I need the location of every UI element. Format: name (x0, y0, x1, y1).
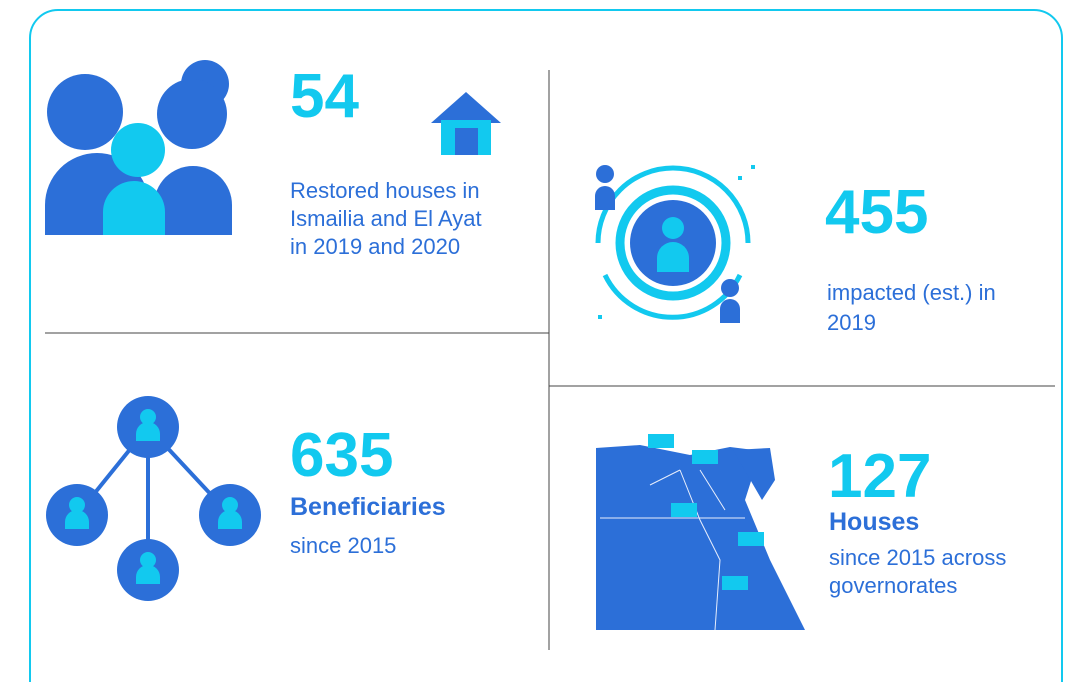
house-icon (431, 92, 501, 155)
stat-number: 455 (825, 178, 928, 247)
map-icon (596, 434, 805, 631)
stat-text: Ismailia and El Ayat (290, 206, 482, 231)
stat-text: Restored houses in (290, 178, 480, 203)
family-icon (45, 60, 232, 235)
stat-number: 127 (828, 442, 931, 511)
stat-text: in 2019 and 2020 (290, 234, 460, 259)
stat-text: impacted (est.) in (827, 280, 996, 305)
stat-text: since 2015 across (829, 545, 1006, 570)
stat-text: 2019 (827, 310, 876, 335)
stat-number: 635 (290, 421, 393, 490)
frame (29, 9, 1063, 682)
stat-label: Beneficiaries (290, 493, 446, 521)
network-icon (46, 396, 261, 601)
stat-text: since 2015 (290, 533, 396, 558)
stat-number: 54 (290, 62, 359, 131)
stat-text: governorates (829, 573, 957, 598)
audience-icon (595, 165, 755, 323)
stat-label: Houses (829, 508, 919, 536)
